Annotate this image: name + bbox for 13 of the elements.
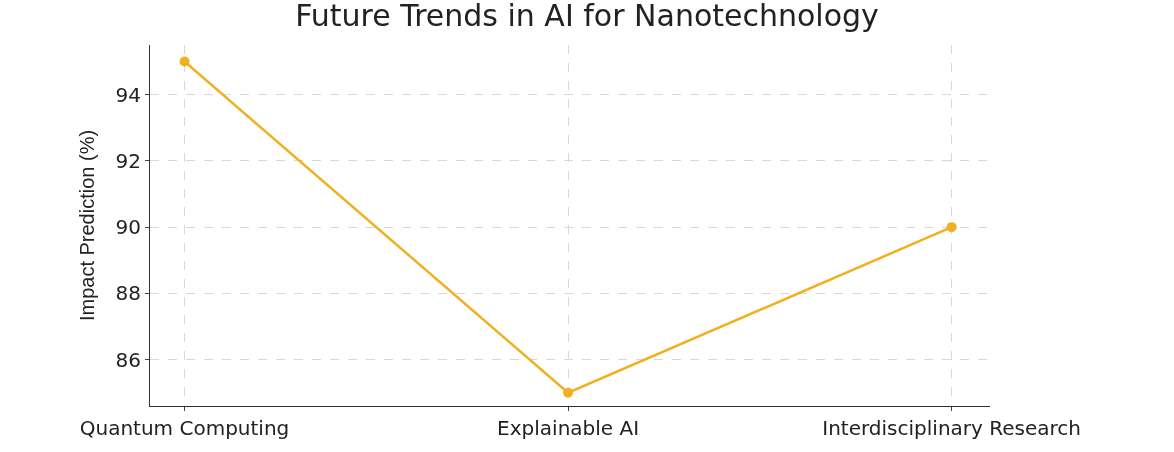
x-tick-label: Interdisciplinary Research xyxy=(822,416,1081,440)
point xyxy=(179,56,190,67)
y-tick-label: 88 xyxy=(115,281,141,306)
y-axis-title: Impact Prediction (%) xyxy=(76,129,99,322)
point xyxy=(563,387,574,398)
x-tick-label: Quantum Computing xyxy=(79,416,290,440)
point xyxy=(946,222,957,233)
y-tick-label: 94 xyxy=(115,82,141,107)
x-tick-label: Explainable AI xyxy=(497,416,640,440)
chart-title: Future Trends in AI for Nanotechnology xyxy=(295,0,879,33)
y-tick-label: 86 xyxy=(115,347,141,372)
y-tick-label: 90 xyxy=(115,215,141,240)
y-tick-label: 92 xyxy=(115,148,141,173)
